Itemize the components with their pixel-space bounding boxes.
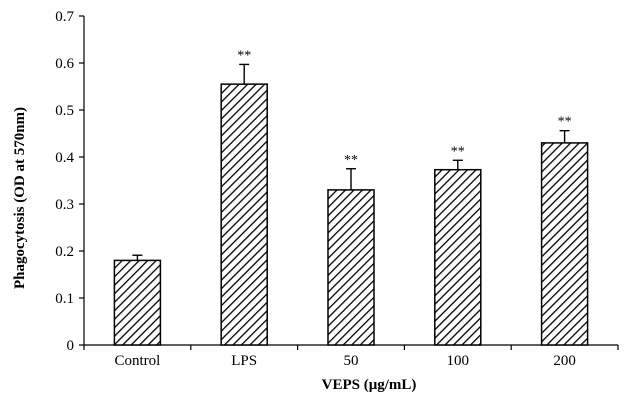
x-tick-label: 100 [447,353,470,369]
bar-200 [540,142,589,346]
bar-50 [327,189,375,346]
y-tick-label: 0.2 [55,244,74,260]
y-tick-label: 0.7 [55,9,74,25]
x-axis: Control LPS 50 100 200 [83,344,619,369]
y-tick-label: 0.1 [55,291,74,307]
significance-label: ** [451,144,465,159]
y-tick-label: 0.3 [55,197,74,213]
significance-label: ** [558,115,572,130]
x-tick-label: LPS [231,353,257,369]
x-tick-label: 200 [553,353,576,369]
bar-control [113,259,162,346]
bar-lps [220,83,268,346]
y-axis: 0 0.1 0.2 0.3 0.4 0.5 0.6 0.7 [55,9,85,354]
x-tick-label: Control [114,353,160,369]
bars: ** ** ** ** [113,48,589,346]
x-tick-label: 50 [344,353,359,369]
significance-label: ** [237,48,251,63]
y-axis-title: Phagocytosis (OD at 570nm) [12,107,28,289]
x-axis-title: VEPS (μg/mL) [322,377,417,393]
bar-100 [434,168,482,346]
y-tick-label: 0 [67,338,75,354]
y-tick-label: 0.4 [55,150,74,166]
significance-label: ** [344,153,358,168]
y-tick-label: 0.5 [55,103,74,119]
y-tick-label: 0.6 [55,56,74,72]
